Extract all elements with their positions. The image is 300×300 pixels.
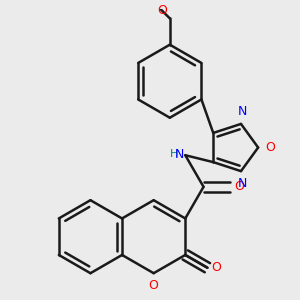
Text: O: O	[149, 279, 159, 292]
Text: O: O	[211, 261, 221, 274]
Text: O: O	[157, 4, 167, 17]
Text: O: O	[265, 141, 275, 154]
Text: N: N	[237, 177, 247, 190]
Text: O: O	[235, 180, 244, 193]
Text: N: N	[237, 105, 247, 118]
Text: H: H	[170, 149, 178, 159]
Text: N: N	[175, 148, 184, 161]
